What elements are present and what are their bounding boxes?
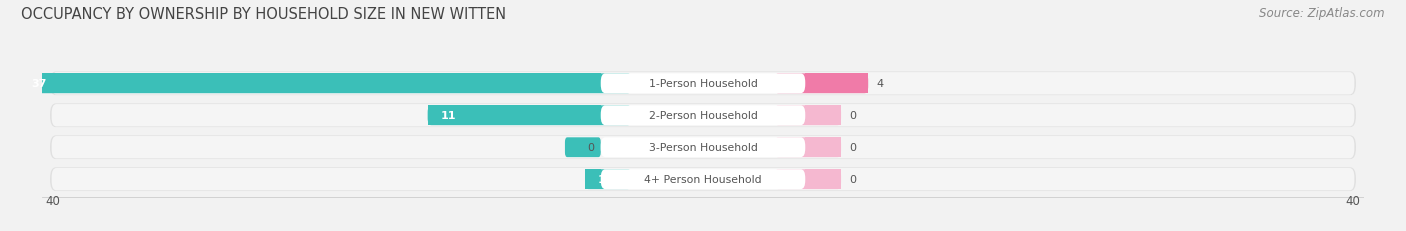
FancyBboxPatch shape — [52, 73, 1354, 95]
FancyBboxPatch shape — [51, 136, 1355, 159]
FancyBboxPatch shape — [52, 105, 1354, 127]
FancyBboxPatch shape — [600, 138, 806, 158]
FancyBboxPatch shape — [600, 170, 806, 189]
FancyBboxPatch shape — [18, 74, 631, 94]
FancyBboxPatch shape — [600, 74, 806, 94]
FancyBboxPatch shape — [18, 74, 600, 94]
FancyBboxPatch shape — [806, 106, 841, 126]
FancyBboxPatch shape — [52, 137, 1354, 159]
FancyBboxPatch shape — [806, 138, 841, 158]
Text: 11: 11 — [440, 111, 456, 121]
Text: 1: 1 — [598, 174, 606, 184]
FancyBboxPatch shape — [565, 138, 600, 158]
Text: 0: 0 — [849, 143, 856, 152]
FancyBboxPatch shape — [427, 106, 600, 126]
Text: OCCUPANCY BY OWNERSHIP BY HOUSEHOLD SIZE IN NEW WITTEN: OCCUPANCY BY OWNERSHIP BY HOUSEHOLD SIZE… — [21, 7, 506, 22]
FancyBboxPatch shape — [806, 170, 841, 189]
FancyBboxPatch shape — [51, 72, 1355, 96]
Text: Source: ZipAtlas.com: Source: ZipAtlas.com — [1260, 7, 1385, 20]
Text: 0: 0 — [588, 143, 595, 152]
Text: 2-Person Household: 2-Person Household — [648, 111, 758, 121]
FancyBboxPatch shape — [51, 168, 1355, 191]
Text: 0: 0 — [849, 174, 856, 184]
Text: 4+ Person Household: 4+ Person Household — [644, 174, 762, 184]
Text: 0: 0 — [849, 111, 856, 121]
Text: 40: 40 — [45, 194, 60, 207]
Text: 4: 4 — [876, 79, 883, 89]
FancyBboxPatch shape — [585, 170, 600, 189]
Text: 40: 40 — [1346, 194, 1361, 207]
FancyBboxPatch shape — [806, 74, 868, 94]
FancyBboxPatch shape — [600, 106, 806, 126]
Text: 1-Person Household: 1-Person Household — [648, 79, 758, 89]
Text: 37: 37 — [31, 79, 46, 89]
FancyBboxPatch shape — [51, 104, 1355, 128]
FancyBboxPatch shape — [585, 170, 631, 189]
FancyBboxPatch shape — [427, 106, 631, 126]
FancyBboxPatch shape — [775, 106, 841, 126]
FancyBboxPatch shape — [775, 170, 841, 189]
Text: 3-Person Household: 3-Person Household — [648, 143, 758, 152]
FancyBboxPatch shape — [52, 168, 1354, 191]
FancyBboxPatch shape — [775, 74, 868, 94]
FancyBboxPatch shape — [775, 138, 841, 158]
